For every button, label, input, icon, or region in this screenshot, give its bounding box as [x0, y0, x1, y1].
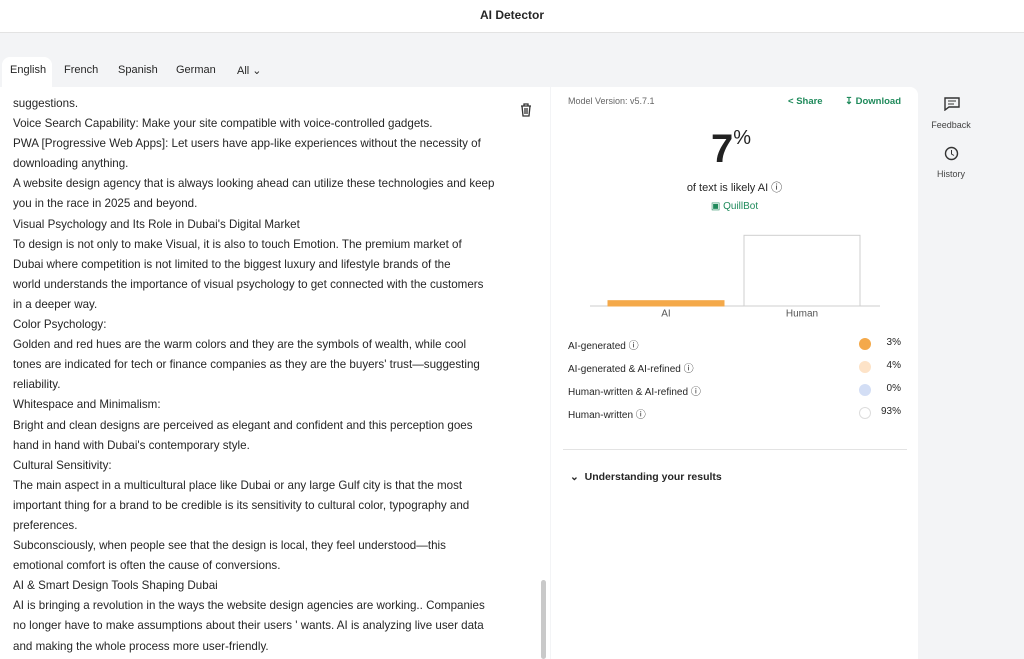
tab[interactable]: English [10, 64, 47, 76]
text-line[interactable]: emotional comfort is often the cause of … [13, 559, 281, 573]
text-line[interactable]: tones are indicated for tech or finance … [13, 358, 480, 372]
label: Human-written & AI-refined [568, 387, 689, 398]
chart: AI Human [590, 234, 880, 320]
text-line[interactable]: hand in hand with Dubai's contemporary s… [13, 438, 250, 452]
label: AI-generated & AI-refined [568, 364, 681, 375]
delete-icon[interactable] [519, 102, 533, 118]
text-line[interactable]: no longer have to make assumptions about… [13, 619, 484, 633]
results-panel: Model Version: v5.7.1 < Share ↧ Download… [551, 87, 918, 659]
dot [859, 384, 871, 396]
sidebar-item[interactable]: History [936, 169, 965, 179]
share-label[interactable]: Share [796, 96, 823, 107]
text-line[interactable]: AI & Smart Design Tools Shaping Dubai [13, 579, 218, 593]
x-tick-label: Human [786, 309, 818, 320]
caption-text: of text is likely AI [686, 182, 769, 194]
text-line[interactable]: Cultural Sensitivity: [13, 458, 112, 472]
text-line[interactable]: you in the race in 2025 and beyond. [13, 197, 198, 211]
row-label: AI-generated & AI-refined ⓘ [568, 364, 694, 375]
text-line[interactable]: suggestions. [13, 97, 79, 110]
label: Human-written [568, 410, 634, 421]
score-unit: % [733, 127, 752, 149]
dot [859, 361, 871, 373]
tab[interactable]: Spanish [118, 64, 158, 76]
understanding[interactable]: ⌄ Understanding your results [570, 471, 722, 483]
text-line[interactable]: and making the whole process more user-f… [13, 639, 269, 653]
text-line[interactable]: Bright and clean designs are perceived a… [13, 418, 473, 432]
dot [859, 338, 871, 350]
text-line[interactable]: world understands the importance of visu… [13, 277, 484, 291]
header: AI Detector [0, 0, 1024, 33]
text-line[interactable]: Whitespace and Minimalism: [13, 398, 161, 412]
dot [859, 407, 871, 419]
scrollbar[interactable] [541, 580, 546, 659]
score-caption: of text is likely AI ⓘ [686, 182, 783, 194]
row-label: AI-generated ⓘ [568, 341, 639, 352]
feedback-icon[interactable] [944, 97, 960, 111]
text-line[interactable]: in a deeper way. [13, 297, 98, 311]
title: AI Detector [479, 8, 544, 22]
download-label[interactable]: Download [855, 96, 901, 107]
share-button[interactable]: < Share [788, 96, 823, 107]
row-label: Human-written & AI-refined ⓘ [568, 387, 701, 398]
text-line[interactable]: important thing for a brand to be credib… [13, 498, 470, 512]
row-value: 3% [886, 337, 901, 348]
text-line[interactable]: downloading anything. [13, 157, 129, 171]
text-line[interactable]: A website design agency that is always l… [13, 177, 495, 191]
tab[interactable]: German [176, 64, 216, 76]
row-label: Human-written ⓘ [568, 410, 646, 421]
text-line[interactable]: Voice Search Capability: Make your site … [13, 117, 433, 131]
text-line[interactable]: Golden and red hues are the warm colors … [13, 338, 467, 352]
editor: suggestions. Voice Search Capability: Mak… [0, 87, 550, 659]
download-button[interactable]: ↧ Download [845, 96, 901, 107]
text-line[interactable]: Dubai where competition is not limited t… [13, 257, 451, 271]
brand: ▣ QuillBot [710, 201, 759, 212]
score-value: 7 [711, 127, 734, 171]
text-line[interactable]: Color Psychology: [13, 318, 107, 332]
row-value: 0% [886, 383, 901, 394]
history-icon[interactable] [944, 146, 959, 161]
label: AI-generated [568, 341, 626, 352]
row-value: 4% [886, 360, 901, 371]
model-version: Model Version: v5.7.1 [568, 96, 655, 106]
tab[interactable]: French [64, 64, 99, 76]
text-line[interactable]: preferences. [13, 518, 78, 532]
tab[interactable]: All ⌄ [237, 65, 262, 77]
bar [743, 234, 861, 307]
bar [607, 300, 725, 307]
divider [563, 449, 907, 450]
understanding-label[interactable]: Understanding your results [584, 471, 722, 483]
score: 7% [711, 127, 751, 172]
text-line[interactable]: The main aspect in a multicultural place… [13, 478, 463, 492]
brand-name: QuillBot [723, 201, 759, 212]
editor-text[interactable]: suggestions. Voice Search Capability: Mak… [13, 94, 523, 659]
text-line[interactable]: PWA [Progressive Web Apps]: Let users ha… [13, 137, 481, 151]
text-line[interactable]: Visual Psychology and Its Role in Dubai'… [13, 217, 300, 231]
x-tick-label: AI [661, 309, 670, 320]
sidebar-item[interactable]: Feedback [931, 120, 971, 130]
tab-label[interactable]: All [237, 65, 250, 77]
row-value: 93% [880, 406, 901, 417]
active-tab-bg [2, 57, 52, 88]
text-line[interactable]: Subconsciously, when people see that the… [13, 539, 446, 553]
text-line[interactable]: To design is not only to make Visual, it… [13, 237, 462, 251]
text-line[interactable]: reliability. [13, 378, 61, 392]
text-line[interactable]: AI is bringing a revolution in the ways … [13, 599, 485, 613]
